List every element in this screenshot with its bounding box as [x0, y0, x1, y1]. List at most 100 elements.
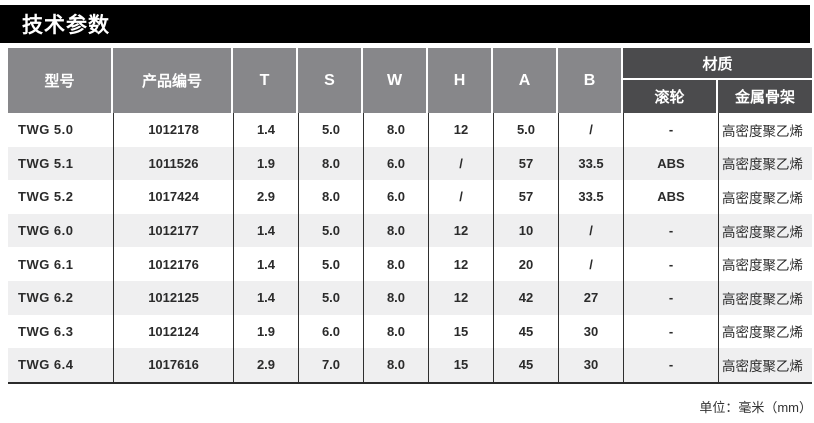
column-group-material: 材质	[623, 48, 812, 80]
cell-product-no: 1017424	[113, 180, 233, 214]
cell-t: 2.9	[233, 180, 298, 214]
table-row: TWG 6.4 1017616 2.9 7.0 8.0 15 45 30 - 高…	[8, 348, 812, 382]
cell-roller: -	[623, 247, 718, 281]
cell-roller: -	[623, 314, 718, 349]
cell-a: 45	[493, 314, 558, 349]
cell-metal-frame: 高密度聚乙烯	[718, 180, 812, 214]
cell-product-no: 1012125	[113, 280, 233, 315]
cell-s: 6.0	[298, 314, 363, 349]
table-header: 型号 产品编号 T S W H A B 材质 滚轮 金属骨架	[8, 48, 812, 113]
cell-s: 5.0	[298, 113, 363, 147]
cell-product-no: 1012176	[113, 247, 233, 281]
cell-roller: ABS	[623, 180, 718, 214]
cell-model: TWG 5.0	[18, 122, 74, 138]
cell-a: 10	[493, 213, 558, 248]
cell-a: 57	[493, 146, 558, 181]
cell-w: 8.0	[363, 280, 428, 315]
column-header-s: S	[298, 48, 363, 113]
cell-a: 42	[493, 280, 558, 315]
table-row: TWG 5.2 1017424 2.9 8.0 6.0 / 57 33.5 AB…	[8, 180, 812, 214]
column-header-roller: 滚轮	[623, 80, 718, 113]
cell-w: 8.0	[363, 247, 428, 281]
column-header-product-no: 产品编号	[113, 48, 233, 113]
table-body: TWG 5.0 1012178 1.4 5.0 8.0 12 5.0 / - 高…	[8, 113, 812, 384]
cell-metal-frame: 高密度聚乙烯	[718, 348, 812, 382]
cell-b: /	[558, 247, 623, 281]
cell-product-no: 1017616	[113, 348, 233, 382]
cell-roller: -	[623, 213, 718, 248]
cell-model: TWG 6.4	[18, 357, 74, 373]
cell-roller: ABS	[623, 146, 718, 181]
cell-roller: -	[623, 113, 718, 147]
cell-h: 12	[428, 247, 493, 281]
cell-a: 57	[493, 180, 558, 214]
cell-a: 20	[493, 247, 558, 281]
column-header-a: A	[493, 48, 558, 113]
cell-model: TWG 6.0	[18, 223, 74, 239]
cell-product-no: 1012178	[113, 113, 233, 147]
table-row: TWG 5.0 1012178 1.4 5.0 8.0 12 5.0 / - 高…	[8, 113, 812, 147]
cell-h: 12	[428, 113, 493, 147]
cell-product-no: 1012124	[113, 314, 233, 349]
cell-w: 8.0	[363, 314, 428, 349]
cell-t: 1.4	[233, 113, 298, 147]
cell-w: 8.0	[363, 113, 428, 147]
cell-roller: -	[623, 280, 718, 315]
cell-b: /	[558, 213, 623, 248]
cell-s: 8.0	[298, 180, 363, 214]
cell-b: /	[558, 113, 623, 147]
column-header-metal-frame: 金属骨架	[718, 80, 812, 113]
cell-metal-frame: 高密度聚乙烯	[718, 280, 812, 315]
section-title-bar: 技术参数	[0, 5, 810, 43]
cell-t: 1.4	[233, 213, 298, 248]
cell-b: 33.5	[558, 180, 623, 214]
section-title: 技术参数	[22, 14, 110, 37]
cell-t: 1.9	[233, 146, 298, 181]
cell-b: 30	[558, 314, 623, 349]
column-header-b: B	[558, 48, 623, 113]
cell-h: /	[428, 146, 493, 181]
cell-a: 5.0	[493, 113, 558, 147]
cell-model: TWG 5.1	[18, 155, 74, 171]
table-row: TWG 6.0 1012177 1.4 5.0 8.0 12 10 / - 高密…	[8, 213, 812, 248]
table-row: TWG 6.1 1012176 1.4 5.0 8.0 12 20 / - 高密…	[8, 247, 812, 281]
cell-b: 30	[558, 348, 623, 382]
cell-w: 6.0	[363, 146, 428, 181]
cell-s: 7.0	[298, 348, 363, 382]
cell-w: 6.0	[363, 180, 428, 214]
cell-w: 8.0	[363, 348, 428, 382]
cell-s: 5.0	[298, 280, 363, 315]
cell-model: TWG 6.2	[18, 290, 74, 306]
unit-note: 单位：毫米（mm）	[699, 400, 812, 415]
cell-metal-frame: 高密度聚乙烯	[718, 113, 812, 147]
cell-metal-frame: 高密度聚乙烯	[718, 146, 812, 181]
cell-t: 1.9	[233, 314, 298, 349]
cell-h: 15	[428, 314, 493, 349]
table-row: TWG 6.2 1012125 1.4 5.0 8.0 12 42 27 - 高…	[8, 280, 812, 315]
cell-s: 8.0	[298, 146, 363, 181]
cell-b: 27	[558, 280, 623, 315]
column-header-h: H	[428, 48, 493, 113]
cell-h: /	[428, 180, 493, 214]
cell-model: TWG 6.3	[18, 323, 74, 339]
cell-t: 2.9	[233, 348, 298, 382]
cell-s: 5.0	[298, 213, 363, 248]
cell-h: 12	[428, 280, 493, 315]
cell-model: TWG 5.2	[18, 189, 74, 205]
cell-metal-frame: 高密度聚乙烯	[718, 213, 812, 248]
table-row: TWG 6.3 1012124 1.9 6.0 8.0 15 45 30 - 高…	[8, 314, 812, 349]
column-header-w: W	[363, 48, 428, 113]
cell-t: 1.4	[233, 247, 298, 281]
cell-metal-frame: 高密度聚乙烯	[718, 314, 812, 349]
cell-product-no: 1011526	[113, 146, 233, 181]
cell-roller: -	[623, 348, 718, 382]
column-header-model: 型号	[8, 48, 113, 113]
cell-product-no: 1012177	[113, 213, 233, 248]
cell-h: 12	[428, 213, 493, 248]
cell-a: 45	[493, 348, 558, 382]
cell-model: TWG 6.1	[18, 256, 74, 272]
table-row: TWG 5.1 1011526 1.9 8.0 6.0 / 57 33.5 AB…	[8, 146, 812, 181]
cell-b: 33.5	[558, 146, 623, 181]
spec-table: 型号 产品编号 T S W H A B 材质 滚轮 金属骨架 TWG 5.0 1…	[8, 48, 812, 384]
